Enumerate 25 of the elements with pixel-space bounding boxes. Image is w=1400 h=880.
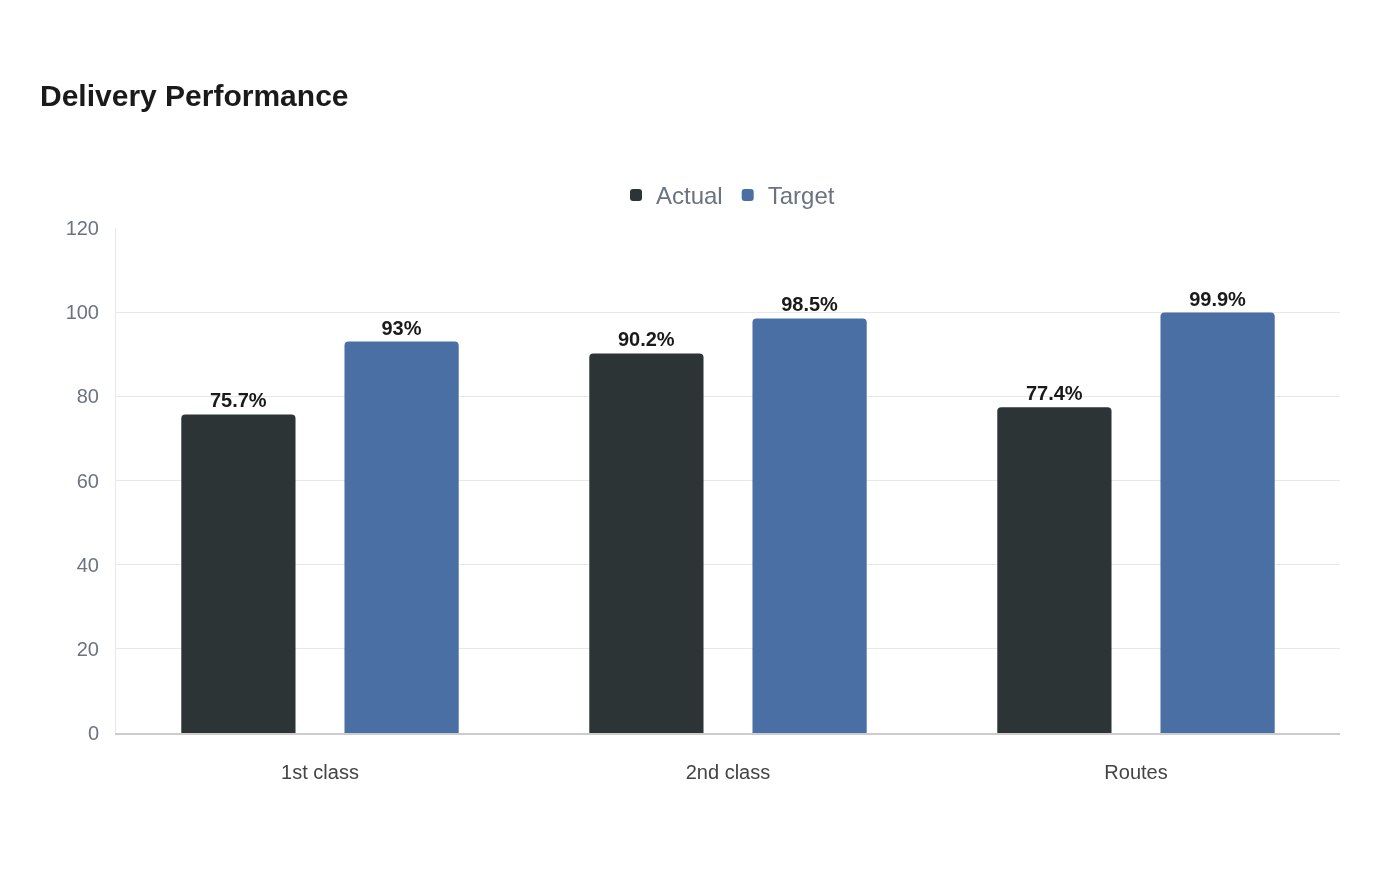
- data-label: 77.4%: [1025, 382, 1083, 405]
- y-tick-label: 0: [87, 722, 99, 744]
- y-tick-label: 100: [65, 301, 99, 324]
- data-label: 93%: [381, 316, 422, 339]
- chart-title: Delivery Performance: [40, 78, 349, 112]
- bar: [589, 353, 704, 733]
- y-tick-label: 120: [65, 217, 99, 239]
- x-tick-label: 1st class: [281, 761, 359, 783]
- data-label: 99.9%: [1189, 287, 1247, 310]
- bar: [1160, 312, 1275, 733]
- legend-label: Target: [767, 182, 835, 210]
- bar: [181, 414, 296, 733]
- bar: [997, 407, 1112, 733]
- data-label: 75.7%: [209, 389, 267, 412]
- bar: [752, 318, 867, 733]
- data-label: 90.2%: [617, 328, 675, 351]
- legend-label: Actual: [656, 182, 723, 210]
- y-tick-label: 40: [76, 553, 99, 576]
- data-label: 98.5%: [781, 293, 839, 316]
- bar: [344, 341, 459, 733]
- y-tick-label: 80: [76, 385, 99, 408]
- y-tick-label: 20: [76, 637, 99, 660]
- x-tick-label: 2nd class: [685, 761, 771, 783]
- x-tick-label: Routes: [1104, 761, 1168, 783]
- y-tick-label: 60: [76, 469, 99, 492]
